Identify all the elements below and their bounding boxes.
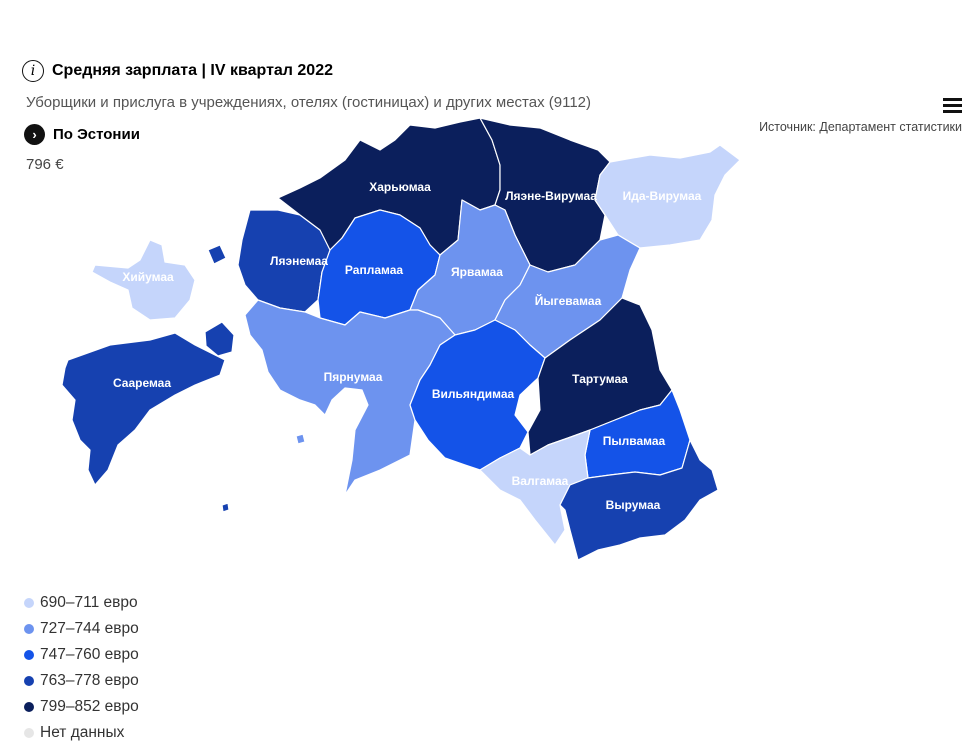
legend-dot bbox=[24, 728, 34, 738]
region-saare[interactable] bbox=[61, 332, 226, 486]
region-saare-muhu[interactable] bbox=[204, 321, 235, 357]
source-note: Источник: Департамент статистики bbox=[759, 120, 962, 134]
region-saare-islet[interactable] bbox=[221, 502, 230, 513]
legend-label: 747–760 евро bbox=[40, 646, 139, 663]
page-subtitle: Уборщики и прислуга в учреждениях, отеля… bbox=[26, 94, 592, 111]
info-icon[interactable]: i bbox=[22, 60, 44, 82]
legend-label: 727–744 евро bbox=[40, 620, 139, 637]
legend-dot bbox=[24, 650, 34, 660]
legend-label: 799–852 евро bbox=[40, 698, 139, 715]
legend-item: 690–711 евро bbox=[24, 590, 139, 616]
legend-label: Нет данных bbox=[40, 724, 125, 741]
legend-item: 763–778 евро bbox=[24, 668, 139, 694]
region-parnu[interactable] bbox=[244, 299, 456, 496]
title-row: i Средняя зарплата | IV квартал 2022 bbox=[22, 60, 333, 82]
region-parnu-kihnu[interactable] bbox=[295, 433, 306, 445]
region-hiiu[interactable] bbox=[91, 239, 196, 321]
legend-item: 799–852 евро bbox=[24, 694, 139, 720]
legend: 690–711 евро 727–744 евро 747–760 евро 7… bbox=[24, 590, 139, 746]
legend-label: 763–778 евро bbox=[40, 672, 139, 689]
region-laane-island[interactable] bbox=[207, 244, 227, 265]
legend-item: 727–744 евро bbox=[24, 616, 139, 642]
legend-label: 690–711 евро bbox=[40, 594, 138, 611]
legend-dot bbox=[24, 624, 34, 634]
region-ida-viru[interactable] bbox=[594, 144, 741, 249]
hamburger-menu-icon[interactable] bbox=[943, 98, 962, 116]
legend-item: Нет данных bbox=[24, 720, 139, 746]
region-viljandi[interactable] bbox=[409, 319, 546, 471]
legend-dot bbox=[24, 676, 34, 686]
legend-dot bbox=[24, 702, 34, 712]
estonia-total-link[interactable]: › По Эстонии bbox=[24, 124, 140, 145]
legend-dot bbox=[24, 598, 34, 608]
region-voru[interactable] bbox=[559, 439, 719, 561]
page-title: Средняя зарплата | IV квартал 2022 bbox=[52, 62, 333, 79]
legend-item: 747–760 евро bbox=[24, 642, 139, 668]
estonia-value: 796 € bbox=[26, 156, 64, 173]
chevron-right-icon: › bbox=[24, 124, 45, 145]
estonia-label: По Эстонии bbox=[53, 126, 140, 143]
